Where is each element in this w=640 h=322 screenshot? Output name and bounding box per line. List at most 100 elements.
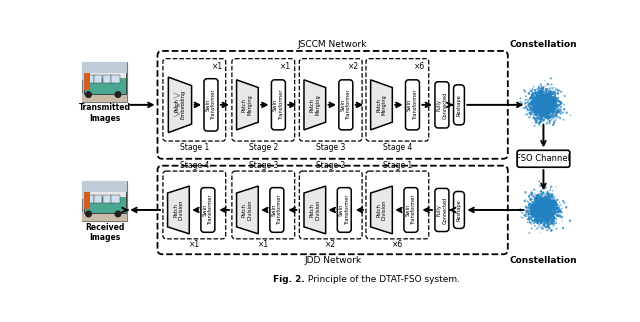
Point — [529, 101, 539, 106]
Point — [534, 211, 544, 216]
Point — [554, 99, 564, 104]
Point — [539, 211, 549, 216]
Text: ×6: ×6 — [392, 241, 403, 249]
Point — [542, 106, 552, 111]
Point — [539, 103, 549, 109]
Point — [545, 100, 555, 106]
Point — [534, 90, 544, 95]
Point — [540, 105, 550, 110]
Point — [529, 213, 540, 218]
Point — [543, 103, 553, 108]
Point — [544, 94, 554, 99]
Point — [547, 113, 557, 118]
Point — [542, 204, 552, 209]
Point — [553, 107, 563, 112]
Circle shape — [115, 211, 121, 217]
Point — [527, 91, 538, 97]
Point — [522, 106, 532, 111]
Point — [545, 197, 555, 202]
Point — [545, 98, 556, 103]
Point — [532, 214, 543, 220]
Point — [529, 115, 540, 120]
Point — [532, 206, 542, 211]
Point — [541, 99, 551, 105]
Point — [541, 116, 551, 121]
Point — [538, 203, 548, 208]
Point — [538, 207, 548, 213]
Point — [534, 85, 545, 90]
Point — [537, 98, 547, 103]
Point — [541, 102, 552, 108]
Point — [536, 93, 546, 98]
Point — [536, 101, 547, 106]
Point — [554, 204, 564, 209]
Point — [535, 211, 545, 216]
Point — [537, 206, 547, 212]
Point — [534, 108, 544, 113]
Point — [548, 222, 559, 227]
Point — [533, 209, 543, 214]
Point — [544, 200, 554, 205]
Point — [534, 114, 545, 119]
Point — [545, 105, 556, 110]
Point — [528, 202, 538, 207]
Point — [527, 88, 538, 93]
Point — [542, 206, 552, 211]
Point — [540, 204, 550, 209]
Point — [529, 210, 540, 215]
Point — [538, 101, 548, 107]
Point — [536, 108, 546, 113]
Point — [521, 209, 531, 214]
Point — [549, 85, 559, 90]
Point — [547, 205, 557, 210]
Point — [535, 208, 545, 213]
Point — [545, 203, 555, 208]
Point — [531, 105, 541, 110]
Point — [532, 97, 542, 102]
Point — [537, 205, 547, 210]
Point — [548, 106, 558, 111]
Point — [548, 105, 558, 110]
Point — [531, 99, 541, 104]
Point — [541, 214, 551, 219]
Point — [549, 104, 559, 109]
Point — [536, 109, 546, 115]
Point — [540, 96, 550, 101]
Point — [527, 99, 538, 104]
Point — [538, 213, 548, 218]
Point — [541, 93, 552, 98]
Point — [540, 213, 550, 219]
Point — [533, 214, 543, 219]
Point — [534, 206, 545, 211]
Point — [534, 208, 544, 213]
Point — [533, 103, 543, 108]
Point — [540, 215, 550, 220]
Point — [548, 104, 558, 109]
Point — [549, 106, 559, 111]
Point — [536, 102, 547, 108]
Point — [547, 202, 557, 207]
Point — [540, 95, 550, 100]
Point — [539, 98, 549, 103]
Point — [531, 208, 541, 213]
Point — [543, 95, 553, 100]
Point — [548, 213, 558, 219]
Point — [547, 100, 557, 106]
Point — [536, 203, 546, 208]
Point — [536, 210, 546, 215]
Point — [533, 202, 543, 207]
Point — [539, 97, 549, 102]
Point — [544, 208, 554, 213]
Point — [536, 103, 547, 108]
Point — [541, 197, 552, 202]
Point — [552, 198, 563, 203]
Point — [538, 111, 548, 117]
Point — [538, 112, 548, 117]
Point — [541, 200, 552, 205]
Point — [534, 106, 545, 111]
Point — [530, 218, 540, 223]
Point — [547, 103, 557, 109]
Point — [533, 99, 543, 104]
Point — [537, 114, 547, 119]
Point — [552, 102, 562, 107]
